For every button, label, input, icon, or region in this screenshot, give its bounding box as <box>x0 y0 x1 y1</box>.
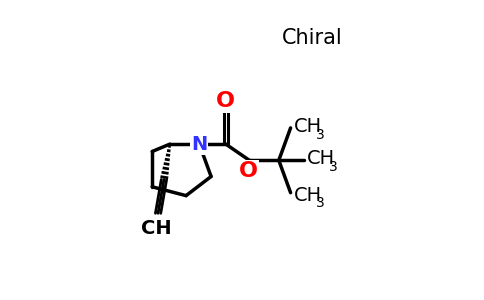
Text: CH: CH <box>293 117 322 136</box>
Text: N: N <box>191 135 208 154</box>
Text: 3: 3 <box>316 196 324 210</box>
Text: Chiral: Chiral <box>282 28 343 48</box>
Text: 3: 3 <box>329 160 338 174</box>
Text: CH: CH <box>307 149 335 168</box>
Text: 3: 3 <box>316 128 324 142</box>
Text: O: O <box>239 161 257 182</box>
Text: CH: CH <box>141 218 172 238</box>
Text: CH: CH <box>293 185 322 205</box>
Text: O: O <box>216 92 235 111</box>
